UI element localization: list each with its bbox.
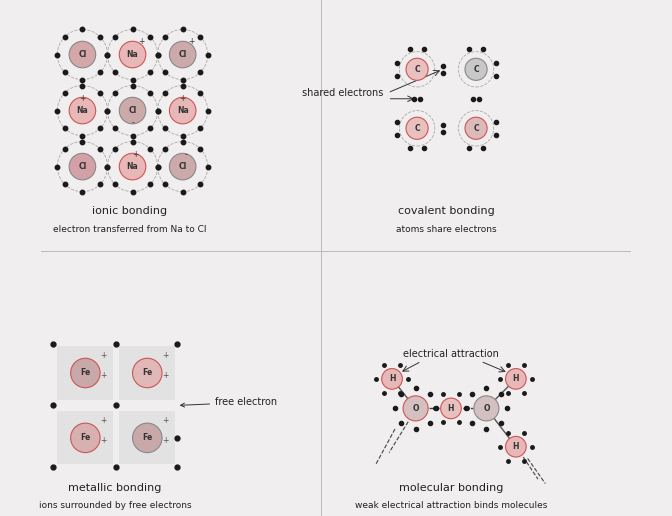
- Text: Cl: Cl: [79, 162, 87, 171]
- Text: -: -: [131, 118, 134, 127]
- FancyBboxPatch shape: [119, 346, 175, 399]
- Circle shape: [465, 58, 487, 80]
- Circle shape: [132, 423, 162, 453]
- Text: C: C: [414, 124, 420, 133]
- Text: Cl: Cl: [79, 50, 87, 59]
- Text: H: H: [389, 375, 395, 383]
- Text: +: +: [188, 37, 195, 46]
- Text: ionic bonding: ionic bonding: [92, 206, 167, 216]
- Circle shape: [169, 98, 196, 124]
- Circle shape: [69, 153, 95, 180]
- Text: +: +: [100, 416, 106, 425]
- Text: molecular bonding: molecular bonding: [398, 483, 503, 493]
- FancyBboxPatch shape: [57, 411, 114, 464]
- Circle shape: [403, 396, 428, 421]
- Text: Fe: Fe: [80, 368, 91, 378]
- Circle shape: [71, 358, 100, 388]
- Text: ions surrounded by free electrons: ions surrounded by free electrons: [38, 501, 191, 510]
- Text: H: H: [513, 442, 519, 451]
- Text: Na: Na: [127, 162, 138, 171]
- Circle shape: [474, 396, 499, 421]
- Text: H: H: [448, 404, 454, 413]
- Circle shape: [406, 58, 428, 80]
- Circle shape: [505, 368, 526, 389]
- Circle shape: [71, 423, 100, 453]
- Text: +: +: [132, 150, 138, 159]
- Text: C: C: [473, 124, 479, 133]
- Text: metallic bonding: metallic bonding: [68, 483, 161, 493]
- Text: C: C: [473, 65, 479, 74]
- Text: +: +: [162, 372, 168, 380]
- Text: Cl: Cl: [179, 162, 187, 171]
- Text: electrical attraction: electrical attraction: [403, 349, 499, 359]
- Text: +: +: [179, 94, 186, 103]
- Text: Na: Na: [177, 106, 189, 115]
- Text: Na: Na: [77, 106, 88, 115]
- Text: Fe: Fe: [80, 433, 91, 442]
- Text: free electron: free electron: [181, 397, 278, 408]
- Text: Fe: Fe: [142, 433, 153, 442]
- Text: weak electrical attraction binds molecules: weak electrical attraction binds molecul…: [355, 501, 547, 510]
- Circle shape: [465, 117, 487, 139]
- Circle shape: [441, 398, 461, 418]
- Text: C: C: [414, 65, 420, 74]
- Circle shape: [382, 368, 403, 389]
- Text: +: +: [138, 37, 144, 46]
- Text: atoms share electrons: atoms share electrons: [396, 225, 497, 234]
- Circle shape: [132, 358, 162, 388]
- Text: covalent bonding: covalent bonding: [398, 206, 495, 216]
- Circle shape: [169, 153, 196, 180]
- Text: +: +: [100, 437, 106, 445]
- Text: +: +: [162, 416, 168, 425]
- Circle shape: [119, 98, 146, 124]
- Circle shape: [169, 41, 196, 68]
- Circle shape: [69, 41, 95, 68]
- Text: +: +: [100, 351, 106, 360]
- Circle shape: [505, 437, 526, 457]
- Text: +: +: [162, 351, 168, 360]
- Circle shape: [119, 153, 146, 180]
- Circle shape: [406, 117, 428, 139]
- Circle shape: [69, 98, 95, 124]
- Circle shape: [119, 41, 146, 68]
- Text: +: +: [100, 372, 106, 380]
- Text: shared electrons: shared electrons: [302, 88, 383, 98]
- Text: Na: Na: [127, 50, 138, 59]
- Text: -: -: [184, 150, 187, 159]
- FancyBboxPatch shape: [119, 411, 175, 464]
- FancyBboxPatch shape: [57, 346, 114, 399]
- Text: O: O: [413, 404, 419, 413]
- Text: electron transferred from Na to Cl: electron transferred from Na to Cl: [53, 225, 206, 234]
- Text: +: +: [79, 94, 85, 103]
- Text: H: H: [513, 375, 519, 383]
- Text: +: +: [162, 437, 168, 445]
- Text: Cl: Cl: [128, 106, 136, 115]
- Text: Fe: Fe: [142, 368, 153, 378]
- Text: O: O: [483, 404, 490, 413]
- Text: Cl: Cl: [179, 50, 187, 59]
